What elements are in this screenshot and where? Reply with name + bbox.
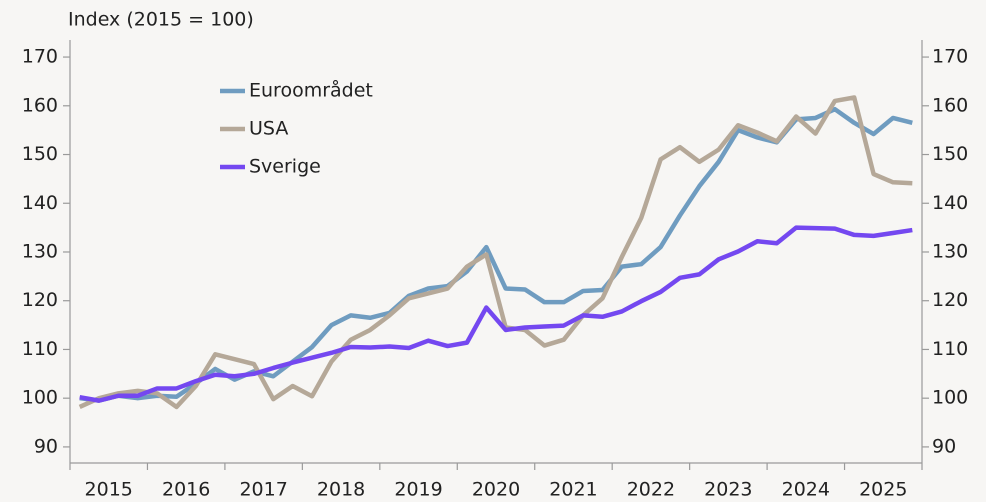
y-tick-label: 120	[22, 289, 58, 311]
y-tick-label: 160	[22, 94, 58, 116]
y2-tick-label: 90	[932, 435, 956, 457]
y2-tick-label: 140	[932, 192, 968, 214]
y2-tick-label: 170	[932, 46, 968, 68]
x-tick-label: 2021	[549, 479, 597, 501]
x-tick-label: 2019	[394, 479, 442, 501]
x-tick-label: 2016	[162, 479, 210, 501]
y-tick-label: 140	[22, 192, 58, 214]
legend-label: USA	[249, 118, 288, 140]
y-tick-label: 130	[22, 240, 58, 262]
x-tick-label: 2024	[782, 479, 830, 501]
legend-label: Sverige	[249, 156, 321, 178]
y-tick-label: 110	[22, 338, 58, 360]
x-tick-label: 2025	[859, 479, 907, 501]
y2-tick-label: 130	[932, 240, 968, 262]
y2-tick-label: 150	[932, 143, 968, 165]
x-tick-label: 2015	[85, 479, 133, 501]
y-tick-label: 170	[22, 46, 58, 68]
y-tick-label: 90	[34, 435, 58, 457]
y2-tick-label: 110	[932, 338, 968, 360]
y-tick-label: 150	[22, 143, 58, 165]
x-tick-label: 2018	[317, 479, 365, 501]
legend-label: Euroområdet	[249, 79, 373, 102]
series-line	[79, 106, 913, 403]
y2-tick-label: 100	[932, 387, 968, 409]
y2-tick-label: 120	[932, 289, 968, 311]
y2-tick-label: 160	[932, 94, 968, 116]
x-tick-label: 2023	[704, 479, 752, 501]
series-line	[79, 225, 913, 403]
x-tick-label: 2022	[627, 479, 675, 501]
series-line	[78, 95, 913, 410]
axis-title: Index (2015 = 100)	[68, 9, 254, 31]
x-tick-label: 2020	[472, 479, 520, 501]
x-tick-label: 2017	[239, 479, 287, 501]
y-tick-label: 100	[22, 387, 58, 409]
